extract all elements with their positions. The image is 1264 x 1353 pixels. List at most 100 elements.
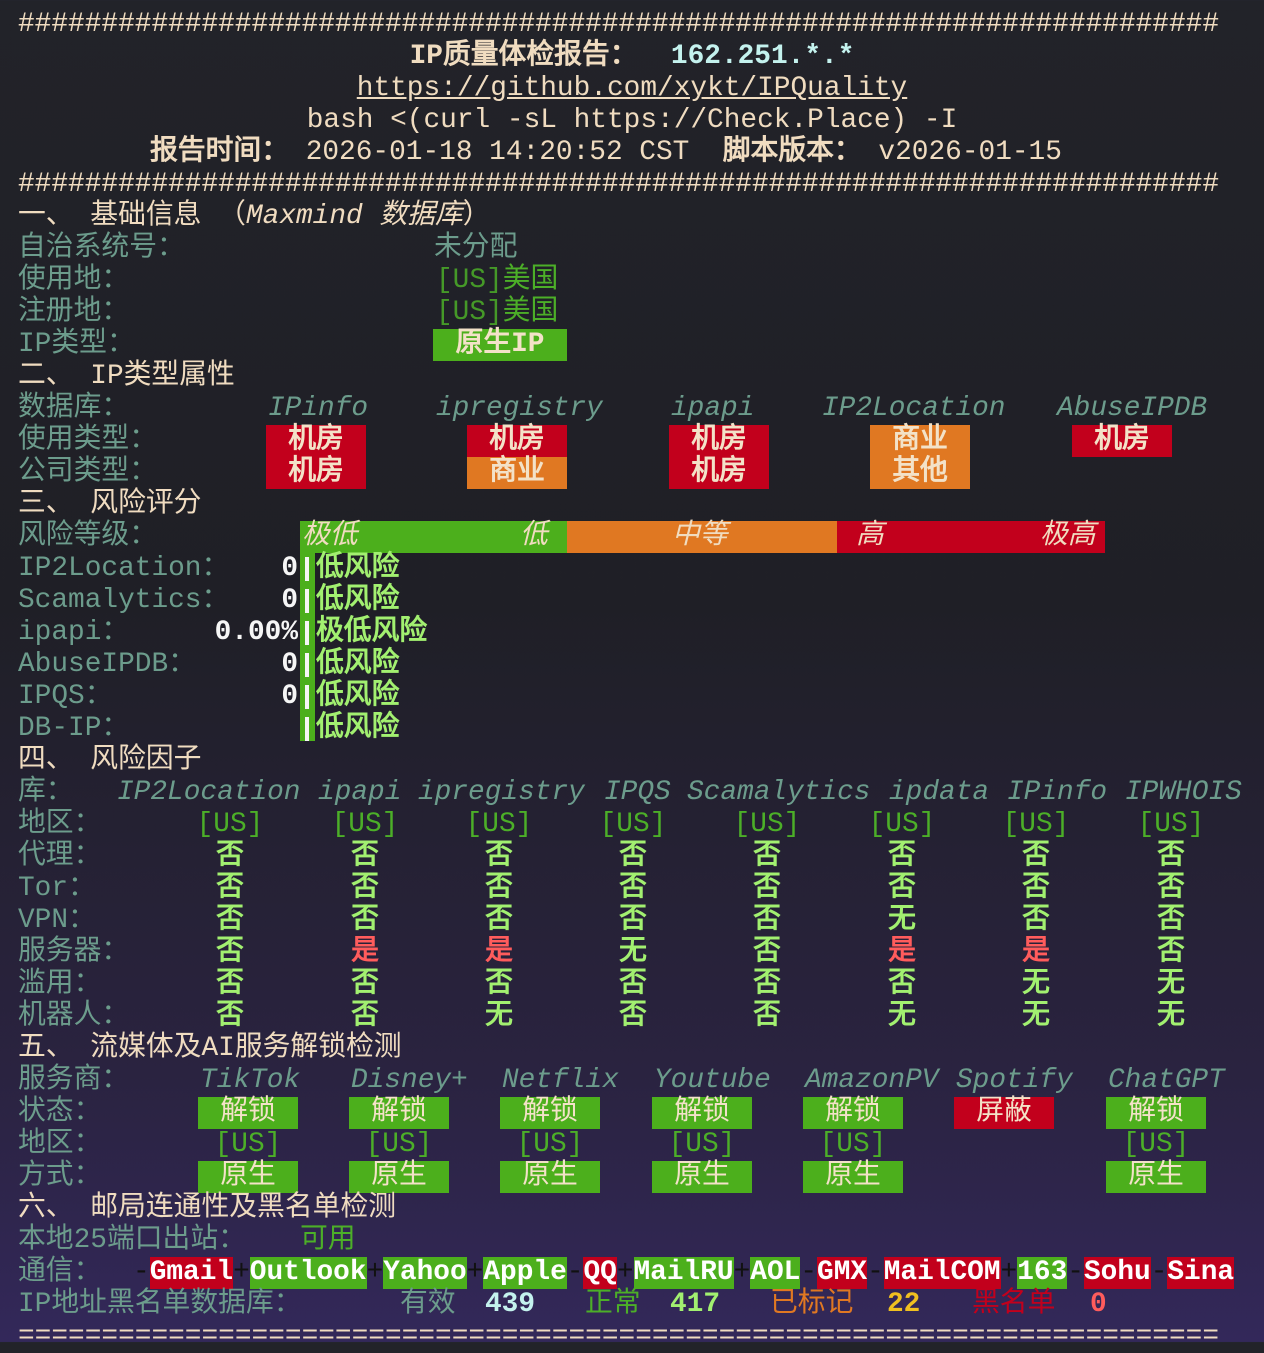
factor-region: [US]	[868, 809, 936, 840]
factor-row-label: 滥用：	[18, 969, 102, 1000]
asn-label: 自治系统号：	[18, 233, 185, 264]
country-name: 美国	[502, 265, 559, 296]
unlock-status-badge: 解锁	[198, 1097, 298, 1129]
port25-status: 可用	[300, 1225, 356, 1256]
factor-region: [US]	[1002, 809, 1070, 840]
marked-count: 22	[887, 1289, 921, 1320]
repo-link[interactable]: https://github.com/xykt/IPQuality	[356, 73, 908, 104]
registered-location-value: [US]美国	[436, 297, 558, 329]
spacer	[289, 137, 306, 168]
factor-value: 无	[1157, 969, 1185, 1000]
ip-type-badge: 原生IP	[433, 329, 567, 361]
risk-verdict: 极低风险	[316, 617, 428, 648]
usage-location-value: [US]美国	[436, 265, 558, 297]
factor-database-name: ipregistry	[418, 777, 585, 808]
unlock-method-badge: 原生	[500, 1161, 600, 1193]
risk-score-value: 0	[281, 681, 298, 712]
company-type-badge: 商业	[467, 457, 567, 489]
separator: +	[1000, 1257, 1018, 1288]
separator: -	[133, 1257, 150, 1288]
factor-region: [US]	[733, 809, 801, 840]
service-name: ChatGPT	[1108, 1065, 1225, 1096]
factor-value: 否	[753, 873, 781, 904]
factor-value: 否	[216, 937, 244, 968]
marked-label: 已标记	[770, 1289, 854, 1320]
factor-value: 无	[485, 1001, 513, 1032]
unlock-status-badge: 屏蔽	[954, 1097, 1054, 1129]
footer-rule: ========================================…	[18, 1321, 1220, 1352]
separator: +	[733, 1257, 751, 1288]
report-meta: 报告时间： 2026-01-18 14:20:52 CST 脚本版本： v202…	[150, 137, 1062, 169]
company-type-badge: 机房	[266, 457, 366, 489]
risk-source-label: Scamalytics：	[18, 585, 230, 616]
factor-region: [US]	[465, 809, 533, 840]
clean-label: 正常	[585, 1289, 641, 1320]
risk-marker	[305, 717, 309, 741]
database-name: AbuseIPDB	[1057, 393, 1208, 424]
factor-value: 否	[216, 1001, 244, 1032]
factor-value: 否	[888, 873, 916, 904]
ip-type-label: IP类型：	[18, 329, 135, 360]
blacklist-db-label: IP地址黑名单数据库：	[18, 1289, 302, 1320]
risk-source-label: IP2Location：	[18, 553, 230, 584]
unlock-status-badge: 解锁	[803, 1097, 903, 1129]
mail-provider-mailcom: MailCOM	[883, 1257, 1001, 1289]
mail-provider-sina: Sina	[1167, 1257, 1235, 1289]
service-name: TikTok	[200, 1065, 301, 1096]
risk-scale-label: 极低	[302, 521, 358, 552]
report-time: 2026-01-18 14:20:52 CST	[305, 137, 690, 168]
report-time-label: 报告时间：	[150, 137, 289, 168]
spacer	[689, 137, 722, 168]
factor-database-name: ipdata	[889, 777, 990, 808]
mail-provider-mailru: MailRU	[633, 1257, 734, 1289]
service-name: Spotify	[956, 1065, 1073, 1096]
separator: +	[616, 1257, 634, 1288]
blacklisted-label: 黑名单	[972, 1289, 1056, 1320]
service-label: 服务商：	[18, 1065, 130, 1096]
risk-scale-label: 低	[520, 521, 548, 552]
asn-value: 未分配	[434, 233, 518, 264]
service-name: Netflix	[502, 1065, 619, 1096]
service-name: Disney+	[351, 1065, 468, 1096]
country-name: 美国	[502, 297, 559, 328]
mail-provider-gmail: Gmail	[149, 1257, 234, 1289]
risk-scale-label: 高	[856, 521, 884, 552]
factor-row-label: 代理：	[18, 841, 102, 872]
company-type-badge: 其他	[870, 457, 970, 489]
factor-value: 否	[1022, 873, 1050, 904]
factor-value: 否	[351, 969, 379, 1000]
separator: -	[800, 1257, 818, 1288]
unlock-status-badge: 解锁	[1106, 1097, 1206, 1129]
factor-value: 无	[1022, 1001, 1050, 1032]
factor-row-label: 机器人：	[18, 1001, 130, 1032]
factor-value: 无	[619, 937, 647, 968]
factor-value: 无	[1157, 1001, 1185, 1032]
usage-type-badge: 机房	[1072, 425, 1172, 457]
factor-value: 否	[485, 905, 513, 936]
risk-marker	[305, 653, 309, 677]
risk-level-label: 风险等级：	[18, 521, 157, 552]
risk-scale-low-segment	[300, 521, 567, 553]
unlock-status-badge: 解锁	[349, 1097, 449, 1129]
header-rule-top: ########################################…	[18, 9, 1220, 40]
communication-label: 通信：	[18, 1257, 102, 1288]
factor-database-name: IPQS	[604, 777, 671, 808]
blacklisted-count: 0	[1090, 1289, 1107, 1320]
unlock-method-badge: 原生	[349, 1161, 449, 1193]
mail-provider-aol: AOL	[750, 1257, 801, 1289]
mail-provider-gmx: GMX	[817, 1257, 868, 1289]
port25-label: 本地25端口出站：	[18, 1225, 246, 1256]
clean-count: 417	[670, 1289, 721, 1320]
database-label: 数据库：	[18, 393, 130, 424]
factor-value: 否	[1022, 841, 1050, 872]
risk-scale-label: 中等	[672, 521, 728, 552]
database-name: ipapi	[671, 393, 755, 424]
service-region: [US]	[1122, 1129, 1190, 1160]
service-region: [US]	[819, 1129, 887, 1160]
factor-database-name: IP2Location	[117, 777, 301, 808]
factor-value: 否	[216, 873, 244, 904]
stream-region-label: 地区：	[18, 1129, 102, 1160]
separator: +	[233, 1257, 250, 1288]
section-ip-type-title: 二、 IP类型属性	[18, 361, 235, 392]
factor-value: 否	[619, 1001, 647, 1032]
